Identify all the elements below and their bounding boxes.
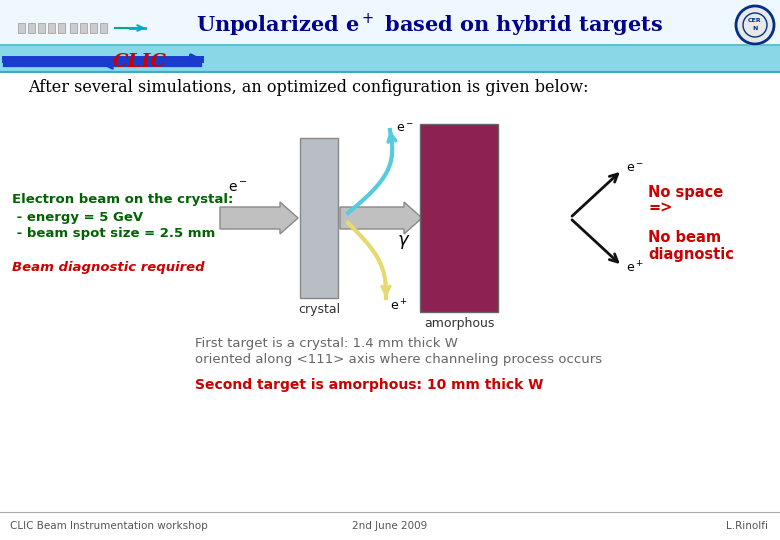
Text: L.Rinolfi: L.Rinolfi — [726, 521, 768, 531]
Text: CER: CER — [748, 18, 762, 24]
Bar — [0, 45, 780, 72]
FancyArrow shape — [340, 202, 422, 234]
Bar — [18, 23, 25, 33]
Text: CLIC Beam Instrumentation workshop: CLIC Beam Instrumentation workshop — [10, 521, 207, 531]
Text: Beam diagnostic required: Beam diagnostic required — [12, 261, 204, 274]
Text: =>: => — [648, 200, 672, 215]
Bar — [28, 23, 35, 33]
Bar — [100, 23, 107, 33]
Text: No space: No space — [648, 185, 723, 199]
Text: No beam: No beam — [648, 231, 722, 246]
Text: oriented along <111> axis where channeling process occurs: oriented along <111> axis where channeli… — [195, 354, 602, 367]
Bar — [38, 23, 45, 33]
Bar — [70, 23, 77, 33]
Bar — [0, 0, 780, 45]
Text: Electron beam on the crystal:: Electron beam on the crystal: — [12, 193, 233, 206]
Bar — [90, 23, 97, 33]
Bar — [58, 23, 65, 33]
Text: Second target is amorphous: 10 mm thick W: Second target is amorphous: 10 mm thick … — [195, 378, 544, 392]
Text: 2nd June 2009: 2nd June 2009 — [353, 521, 427, 531]
Text: amorphous: amorphous — [424, 318, 495, 330]
Text: e$^-$: e$^-$ — [229, 181, 248, 195]
Text: e$^-$: e$^-$ — [396, 122, 414, 134]
Text: Unpolarized e$^+$ based on hybrid targets: Unpolarized e$^+$ based on hybrid target… — [197, 11, 664, 39]
Bar — [300, 138, 338, 298]
Text: γ: γ — [398, 231, 408, 249]
Text: e$^-$: e$^-$ — [626, 161, 644, 174]
Text: First target is a crystal: 1.4 mm thick W: First target is a crystal: 1.4 mm thick … — [195, 338, 458, 350]
Bar — [80, 23, 87, 33]
FancyArrow shape — [220, 202, 298, 234]
Text: After several simulations, an optimized configuration is given below:: After several simulations, an optimized … — [28, 79, 588, 97]
Bar — [420, 124, 498, 312]
Text: e$^+$: e$^+$ — [390, 298, 408, 314]
Text: - beam spot size = 2.5 mm: - beam spot size = 2.5 mm — [12, 227, 215, 240]
Circle shape — [735, 5, 775, 45]
Text: - energy = 5 GeV: - energy = 5 GeV — [12, 212, 143, 225]
Text: crystal: crystal — [298, 303, 340, 316]
Bar — [48, 23, 55, 33]
Text: diagnostic: diagnostic — [648, 246, 734, 261]
Text: CLIC: CLIC — [113, 53, 167, 71]
Text: e$^+$: e$^+$ — [626, 260, 644, 275]
Text: N: N — [753, 26, 757, 31]
